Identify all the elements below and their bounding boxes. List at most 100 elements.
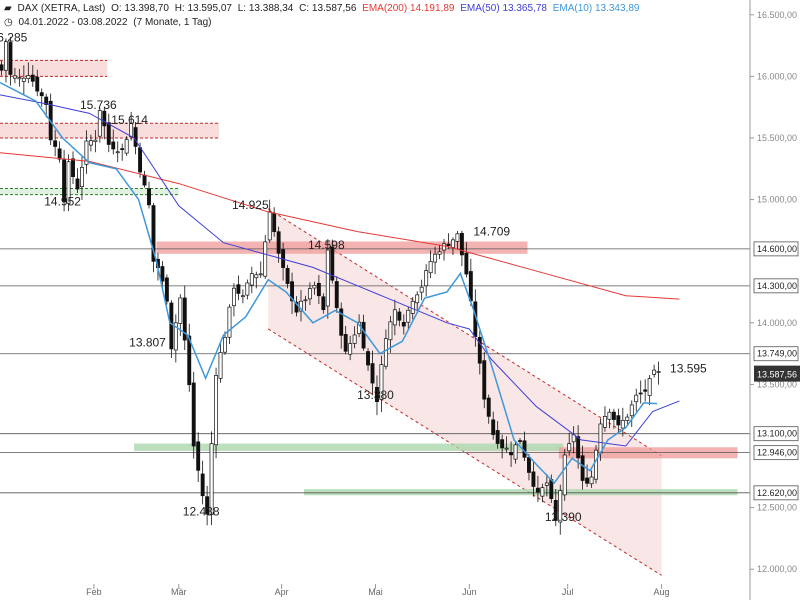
level-value-label: 14.600,00 — [757, 244, 797, 254]
chart-header-line-2: ◷ 04.01.2022 - 03.08.2022 (7 Monate, 1 T… — [4, 17, 214, 28]
candle-body — [406, 309, 411, 323]
level-value-box — [753, 278, 799, 294]
candle-body — [4, 41, 8, 71]
candle-body — [567, 443, 572, 452]
candle-body — [504, 447, 509, 450]
y-tick-label: 12.000,00 — [757, 564, 797, 574]
candle-body — [196, 441, 201, 471]
candle-body — [652, 369, 657, 375]
candle-body — [106, 122, 111, 145]
candle-body — [580, 455, 585, 481]
candle-body — [93, 139, 98, 142]
candle-body — [200, 473, 205, 497]
price-annotation: 14.709 — [473, 224, 510, 238]
candle-body — [316, 282, 321, 297]
candle-body — [509, 451, 514, 456]
candle-body — [482, 360, 487, 400]
candle-body — [571, 434, 576, 443]
candle-body — [442, 243, 446, 251]
price-annotation: 12.390 — [545, 510, 582, 524]
candle-body — [544, 482, 549, 486]
candle-body — [352, 334, 357, 344]
level-value-box — [753, 445, 799, 461]
candle-body — [290, 281, 295, 302]
support-zone-2 — [0, 188, 179, 195]
level-value-box — [753, 346, 799, 362]
candle-body — [30, 74, 35, 82]
candle-body — [151, 205, 156, 262]
low-value: L: 13.388,34 — [237, 3, 294, 14]
candle-body — [535, 487, 540, 493]
price-annotation: 13.380 — [357, 388, 394, 402]
candle-body — [84, 140, 89, 165]
candle-body — [643, 389, 648, 392]
candle-body — [562, 454, 567, 496]
price-annotation: 14.598 — [308, 238, 345, 252]
candle-body — [366, 351, 370, 366]
candle-body — [62, 159, 67, 203]
candle-body — [26, 75, 31, 79]
candle-body — [160, 266, 165, 282]
candle-body — [267, 211, 272, 241]
ema200-legend: EMA(200) 14.191,89 — [362, 3, 455, 14]
support-zone-5 — [303, 489, 738, 496]
candle-body — [477, 336, 482, 364]
price-annotation: 12.438 — [183, 504, 220, 518]
candle-body — [647, 378, 652, 396]
y-tick-label: 16.500,00 — [757, 10, 797, 20]
candle-body — [638, 392, 643, 395]
level-value-label: 12.620,00 — [757, 488, 797, 498]
candle-body — [428, 261, 433, 274]
candle-body — [12, 75, 17, 79]
candle-body — [254, 274, 259, 279]
candle-body — [231, 287, 236, 307]
candle-body — [486, 397, 491, 417]
candle-body — [611, 411, 616, 420]
candle-body — [602, 416, 607, 428]
candle-body — [339, 308, 344, 336]
candle-body — [173, 322, 178, 351]
candle-body — [236, 284, 241, 294]
candle-body — [495, 430, 500, 444]
candle-body — [97, 110, 102, 137]
candle-body — [576, 436, 581, 459]
level-value-label: 13.100,00 — [757, 429, 797, 439]
ema10-legend: EMA(10) 13.343,89 — [552, 3, 640, 14]
candle-body — [249, 273, 254, 286]
candle-body — [392, 309, 397, 326]
candle-body — [518, 440, 522, 442]
candle-body — [205, 496, 210, 515]
candle-body — [303, 299, 308, 302]
candle-body — [455, 233, 460, 242]
candle-body — [375, 386, 379, 403]
open-value: O: 13.398,70 — [111, 3, 169, 14]
candle-body — [258, 273, 263, 276]
period-text: (7 Monate, 1 Tag) — [133, 17, 212, 28]
candle-body — [276, 231, 281, 254]
price-annotation: 15.736 — [80, 98, 117, 112]
candle-body — [361, 321, 366, 349]
candle-body — [531, 471, 536, 487]
candle-body — [227, 306, 232, 338]
x-tick-label: Apr — [275, 587, 289, 597]
candle-body — [549, 479, 554, 499]
price-annotation: 13.807 — [129, 336, 166, 350]
candle-body — [433, 253, 438, 263]
candle-body — [553, 500, 558, 521]
y-tick-label: 13.500,00 — [757, 379, 797, 389]
ema50-line — [0, 94, 680, 447]
candle-body — [656, 371, 661, 373]
ema200-line — [0, 152, 680, 300]
candle-body — [71, 158, 75, 177]
candle-body — [594, 449, 598, 480]
candle-body — [379, 364, 384, 400]
y-tick-label: 12.500,00 — [757, 503, 797, 513]
resistance-zone-0 — [0, 60, 108, 77]
candle-body — [598, 423, 603, 454]
candle-body — [321, 296, 326, 311]
price-annotation: 16.285 — [0, 30, 28, 44]
candle-body — [388, 321, 393, 341]
candle-body — [124, 139, 129, 154]
candle-body — [218, 352, 223, 379]
